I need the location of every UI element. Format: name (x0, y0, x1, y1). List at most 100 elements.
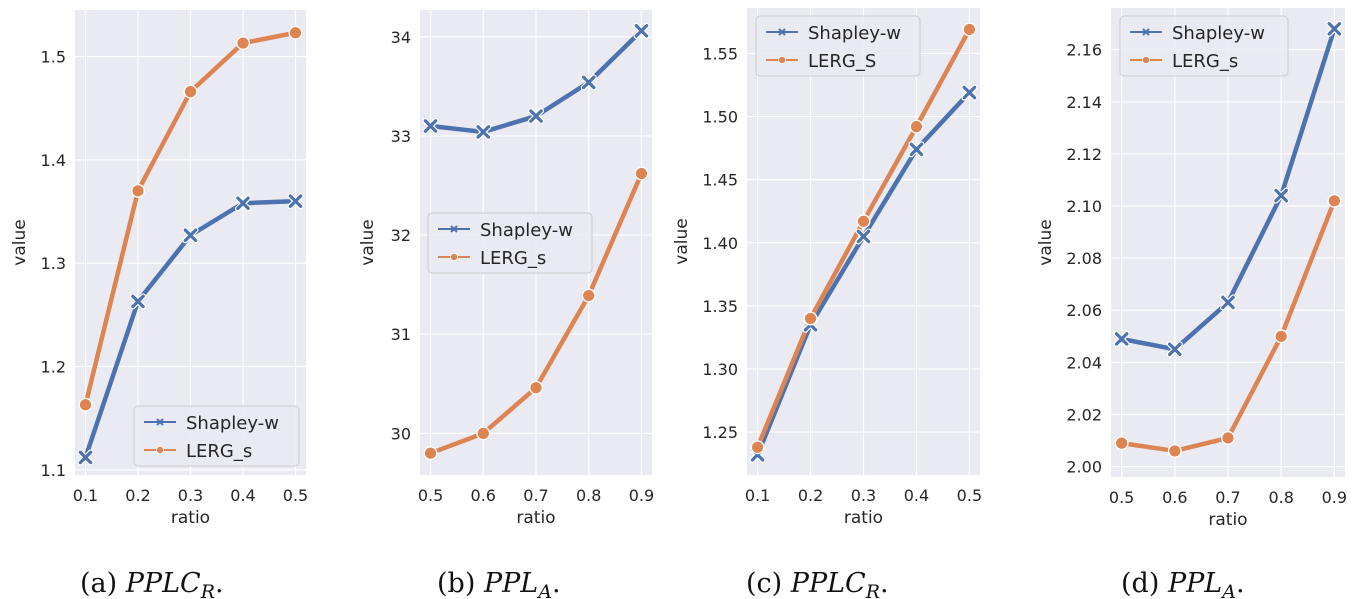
data-point (1166, 341, 1183, 358)
figure-caption: (d) PPLA. (1121, 568, 1245, 599)
y-tick-label: 32 (391, 226, 411, 245)
y-tick-label: 33 (391, 127, 411, 146)
y-tick-label: 2.06 (1066, 301, 1102, 320)
x-tick-label: 0.4 (230, 486, 255, 505)
x-tick-label: 0.1 (73, 486, 98, 505)
legend: Shapley-w LERG_s (133, 405, 300, 467)
data-point (287, 193, 304, 210)
data-point (634, 166, 649, 181)
x-tick-label: 0.3 (178, 486, 203, 505)
x-tick-label: 0.6 (1162, 488, 1187, 507)
y-tick-label: 2.14 (1066, 93, 1102, 112)
x-tick-label: 0.2 (125, 486, 150, 505)
data-point (1273, 187, 1290, 204)
data-point (1274, 329, 1289, 344)
legend-marker (778, 28, 786, 36)
legend-label: LERG_s (480, 248, 546, 269)
y-tick-label: 1.50 (702, 108, 738, 127)
data-point (1167, 443, 1182, 458)
x-tick-label: 0.5 (1109, 488, 1134, 507)
x-tick-label: 0.1 (745, 486, 770, 505)
y-tick-label: 1.25 (702, 423, 738, 442)
x-tick-label: 0.4 (904, 486, 929, 505)
data-point (476, 426, 491, 441)
data-point (750, 440, 765, 455)
figure-caption: (c) PPLCR. (746, 568, 889, 599)
y-tick-label: 1.55 (702, 44, 738, 63)
x-tick-label: 0.5 (418, 486, 443, 505)
data-point (1114, 436, 1129, 451)
legend-label: Shapley-w (186, 413, 279, 434)
x-axis-label: ratio (171, 508, 210, 528)
data-point (1113, 330, 1130, 347)
legend-marker (1142, 28, 1150, 36)
x-axis-label: ratio (516, 508, 555, 528)
legend: Shapley-w LERG_S (755, 15, 921, 77)
chart-panel-3: 0.1 0.2 0.3 0.4 0.5 1.25 1.30 1.35 1.40 1.45 1.50 1… (672, 8, 982, 599)
x-tick-label: 0.8 (576, 486, 601, 505)
data-point (130, 293, 146, 310)
y-tick-label: 1.45 (702, 171, 738, 190)
legend-label: Shapley-w (1172, 23, 1265, 44)
chart-panel-2: 0.5 0.6 0.7 0.8 0.9 30 31 32 33 34 ratio value Shapl… (358, 10, 654, 599)
y-axis-label: value (358, 219, 378, 265)
data-point (909, 119, 924, 134)
y-tick-label: 1.3 (41, 254, 66, 273)
y-tick-label: 30 (391, 424, 411, 443)
data-point (855, 228, 872, 245)
legend-label: LERG_s (186, 441, 252, 462)
x-tick-label: 0.7 (1215, 488, 1240, 507)
data-point (633, 22, 650, 39)
legend-label: Shapley-w (480, 220, 573, 241)
data-point (1327, 193, 1342, 208)
x-axis-label: ratio (1208, 510, 1247, 530)
y-tick-label: 1.5 (41, 48, 66, 67)
figure-caption: (a) PPLCR. (80, 568, 224, 599)
data-point (962, 22, 977, 37)
data-point (78, 397, 93, 412)
legend-marker (1142, 56, 1151, 65)
x-tick-label: 0.8 (1268, 488, 1293, 507)
y-tick-label: 2.04 (1066, 353, 1102, 372)
y-tick-label: 2.10 (1066, 197, 1102, 216)
x-tick-label: 0.6 (471, 486, 496, 505)
legend: Shapley-w LERG_s (427, 212, 593, 274)
x-tick-label: 0.7 (523, 486, 548, 505)
legend: Shapley-w LERG_s (1119, 15, 1289, 77)
legend-label: Shapley-w (808, 23, 901, 44)
legend-marker (156, 418, 164, 426)
data-point (581, 288, 596, 303)
x-tick-label: 0.5 (957, 486, 982, 505)
chart-panel-1: 0.1 0.2 0.3 0.4 0.5 1.1 1.2 1.3 1.4 1.5 ratio value… (10, 10, 308, 599)
legend-marker (778, 56, 787, 65)
x-tick-label: 0.2 (798, 486, 823, 505)
y-tick-label: 1.1 (41, 461, 66, 480)
data-point (1220, 430, 1235, 445)
data-point (529, 380, 544, 395)
data-point (288, 25, 303, 40)
y-tick-label: 1.2 (41, 358, 66, 377)
y-tick-label: 2.16 (1066, 41, 1102, 60)
data-point (235, 36, 250, 51)
y-axis-label: value (672, 218, 692, 264)
y-tick-label: 1.4 (41, 151, 66, 170)
figure-caption: (b) PPLA. (437, 568, 561, 599)
data-point (961, 84, 978, 101)
y-tick-label: 2.00 (1066, 458, 1102, 477)
data-point (908, 141, 925, 158)
data-point (77, 449, 94, 466)
y-tick-label: 1.30 (702, 360, 738, 379)
data-point (856, 214, 871, 229)
x-tick-label: 0.9 (1322, 488, 1347, 507)
y-axis-label: value (10, 219, 30, 265)
chart-panel-4: 0.5 0.6 0.7 0.8 0.9 2.00 2.02 2.04 2.06 2.08 2.10 2… (1036, 8, 1347, 599)
data-point (423, 446, 438, 461)
legend-label: LERG_S (808, 51, 876, 72)
data-point (422, 118, 439, 135)
legend-marker (450, 225, 458, 233)
data-point (235, 195, 251, 212)
data-point (1220, 294, 1236, 311)
legend-label: LERG_s (1172, 51, 1238, 72)
y-tick-label: 1.35 (702, 297, 738, 316)
